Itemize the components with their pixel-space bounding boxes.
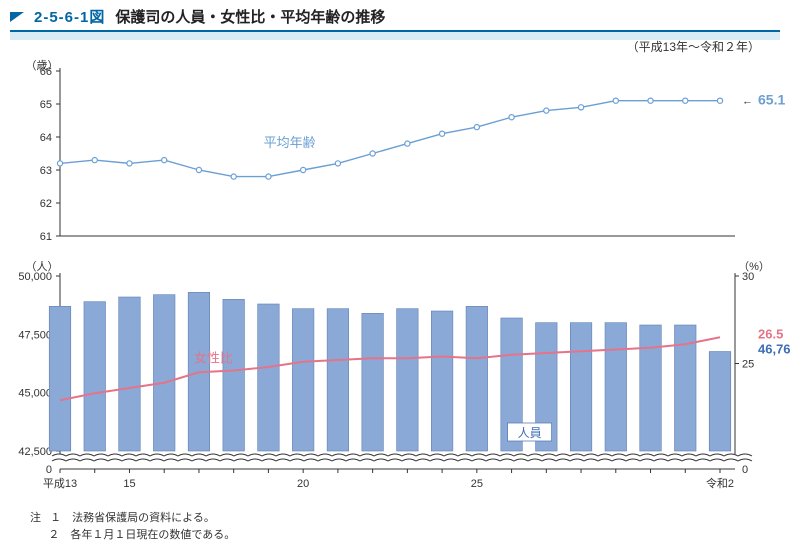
figure-title: 保護司の人員・女性比・平均年齢の推移 [115,6,385,27]
svg-text:人員: 人員 [518,426,542,440]
note-1: １ 法務省保護局の資料による。 [50,512,215,524]
svg-text:平均年齢: 平均年齢 [264,135,316,150]
svg-text:30: 30 [742,271,754,283]
subtitle: （平成13年～令和２年） [627,38,760,55]
svg-text:26.5: 26.5 [758,326,783,341]
svg-text:0: 0 [742,464,748,476]
svg-text:42,500: 42,500 [18,446,52,458]
svg-text:25: 25 [742,359,754,371]
svg-text:64: 64 [40,132,52,144]
note-lead: 注 [30,512,41,524]
chart-area: （歳）616263646566平均年齢←65.1（人）（%）42,50045,0… [0,56,790,504]
svg-text:25: 25 [471,478,483,490]
svg-text:47,500: 47,500 [18,329,52,341]
svg-text:62: 62 [40,198,52,210]
svg-text:63: 63 [40,165,52,177]
note-2: ２ 各年１月１日現在の数値である。 [48,529,235,541]
svg-text:65.1: 65.1 [758,92,785,108]
svg-text:20: 20 [297,478,309,490]
svg-text:46,763: 46,763 [758,341,790,356]
svg-text:61: 61 [40,231,52,243]
svg-text:←: ← [742,96,753,108]
footnotes: 注 １ 法務省保護局の資料による。 ２ 各年１月１日現在の数値である。 [30,510,235,543]
svg-text:65: 65 [40,99,52,111]
svg-text:50,000: 50,000 [18,271,52,283]
figure-number: 2-5-6-1図 [34,6,105,27]
svg-text:45,000: 45,000 [18,388,52,400]
svg-text:0: 0 [46,464,52,476]
svg-text:15: 15 [123,478,135,490]
svg-text:女性比: 女性比 [194,350,233,365]
svg-text:平成13: 平成13 [43,477,77,490]
header-triangle [10,12,24,22]
svg-text:令和2: 令和2 [706,476,734,490]
svg-text:66: 66 [40,66,52,78]
